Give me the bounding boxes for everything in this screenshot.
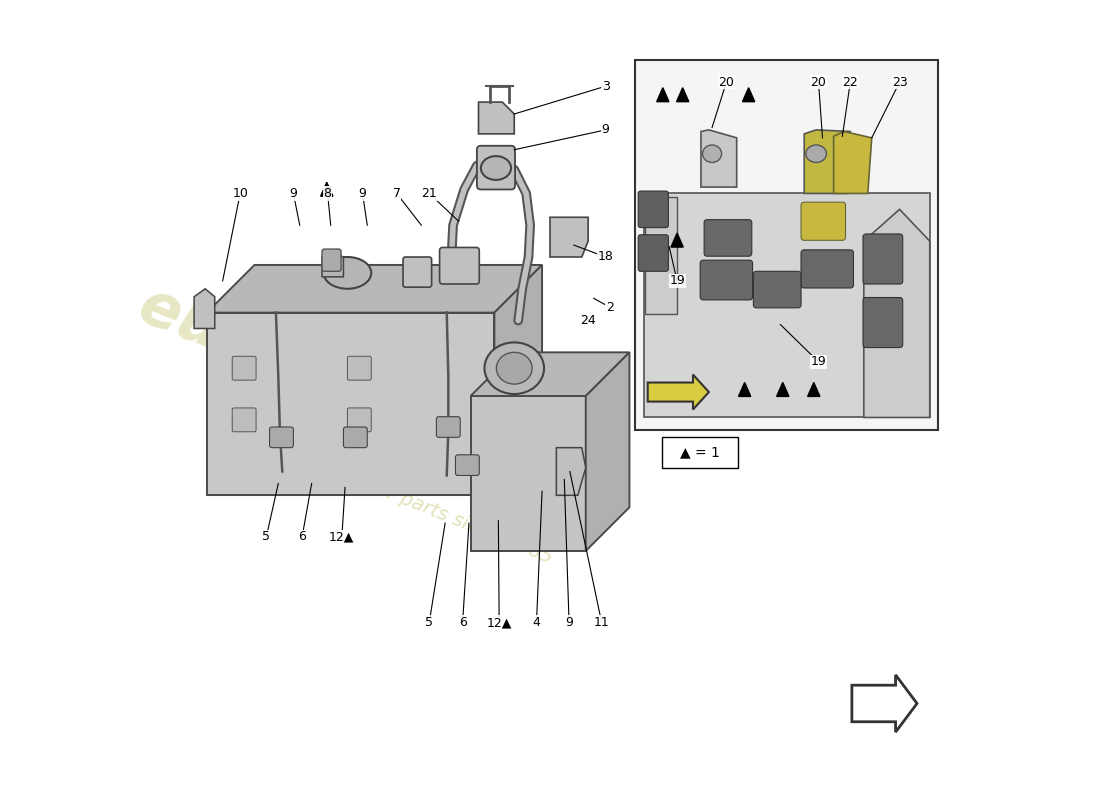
FancyBboxPatch shape — [403, 257, 431, 287]
FancyBboxPatch shape — [635, 60, 938, 430]
Polygon shape — [207, 265, 542, 313]
Text: 7: 7 — [393, 187, 400, 200]
Polygon shape — [777, 382, 789, 397]
FancyBboxPatch shape — [348, 356, 372, 380]
Polygon shape — [322, 253, 343, 277]
Ellipse shape — [496, 352, 532, 384]
FancyBboxPatch shape — [270, 427, 294, 448]
Text: a passion for parts since 1965: a passion for parts since 1965 — [275, 439, 556, 567]
Text: 12▲: 12▲ — [329, 530, 354, 543]
Text: 5: 5 — [263, 530, 271, 543]
Polygon shape — [586, 352, 629, 551]
Text: 21: 21 — [421, 187, 437, 200]
FancyBboxPatch shape — [322, 249, 341, 271]
FancyBboxPatch shape — [700, 260, 752, 300]
FancyBboxPatch shape — [437, 417, 460, 438]
Text: ▲ = 1: ▲ = 1 — [680, 446, 720, 459]
Text: 22: 22 — [843, 76, 858, 89]
Text: 10: 10 — [232, 187, 249, 200]
Text: 11: 11 — [594, 616, 609, 629]
Polygon shape — [657, 88, 669, 102]
FancyBboxPatch shape — [455, 455, 480, 475]
Text: 9: 9 — [289, 187, 297, 200]
FancyBboxPatch shape — [638, 191, 669, 228]
FancyBboxPatch shape — [348, 408, 372, 432]
Polygon shape — [471, 352, 629, 396]
Polygon shape — [644, 194, 930, 418]
Text: 3: 3 — [602, 80, 609, 93]
Polygon shape — [494, 265, 542, 495]
Text: 4: 4 — [532, 616, 540, 629]
Polygon shape — [478, 102, 515, 134]
Ellipse shape — [481, 156, 512, 180]
Polygon shape — [471, 396, 586, 551]
Polygon shape — [807, 382, 820, 397]
Polygon shape — [804, 130, 850, 194]
Polygon shape — [671, 233, 683, 247]
Text: 6: 6 — [459, 616, 466, 629]
Text: 2: 2 — [606, 301, 614, 314]
FancyBboxPatch shape — [232, 408, 256, 432]
FancyBboxPatch shape — [801, 250, 854, 288]
Text: 20: 20 — [718, 76, 735, 89]
Ellipse shape — [484, 342, 544, 394]
Polygon shape — [648, 374, 708, 410]
FancyBboxPatch shape — [704, 220, 751, 256]
Polygon shape — [834, 131, 872, 194]
Text: 20: 20 — [811, 76, 826, 89]
FancyBboxPatch shape — [638, 234, 669, 271]
Text: 9: 9 — [565, 616, 573, 629]
Ellipse shape — [323, 257, 372, 289]
FancyBboxPatch shape — [801, 202, 846, 240]
Text: 12▲: 12▲ — [486, 616, 512, 629]
Polygon shape — [701, 130, 737, 187]
FancyBboxPatch shape — [864, 298, 903, 347]
Text: 18: 18 — [597, 250, 614, 263]
Ellipse shape — [806, 145, 826, 162]
FancyBboxPatch shape — [754, 271, 801, 308]
Text: 5: 5 — [426, 616, 433, 629]
Polygon shape — [738, 382, 751, 397]
Polygon shape — [676, 88, 689, 102]
Text: 9: 9 — [359, 187, 366, 200]
Text: 23: 23 — [892, 76, 907, 89]
Text: 8: 8 — [323, 187, 331, 200]
Text: 6: 6 — [298, 530, 306, 543]
Polygon shape — [320, 182, 333, 196]
Text: 9: 9 — [602, 123, 609, 136]
Polygon shape — [864, 210, 930, 418]
Polygon shape — [207, 313, 494, 495]
Text: 19: 19 — [669, 274, 685, 287]
FancyBboxPatch shape — [864, 234, 903, 284]
FancyBboxPatch shape — [440, 247, 480, 284]
FancyBboxPatch shape — [477, 146, 515, 190]
FancyBboxPatch shape — [662, 438, 738, 467]
Polygon shape — [550, 218, 588, 257]
FancyBboxPatch shape — [343, 427, 367, 448]
Text: eurospares: eurospares — [130, 277, 509, 476]
Polygon shape — [207, 448, 542, 495]
Polygon shape — [851, 675, 917, 732]
Text: 24: 24 — [581, 314, 596, 327]
Polygon shape — [646, 198, 678, 314]
Text: 19: 19 — [811, 355, 826, 368]
Polygon shape — [194, 289, 214, 329]
Polygon shape — [557, 448, 586, 495]
Polygon shape — [742, 88, 755, 102]
Ellipse shape — [703, 145, 722, 162]
FancyBboxPatch shape — [232, 356, 256, 380]
